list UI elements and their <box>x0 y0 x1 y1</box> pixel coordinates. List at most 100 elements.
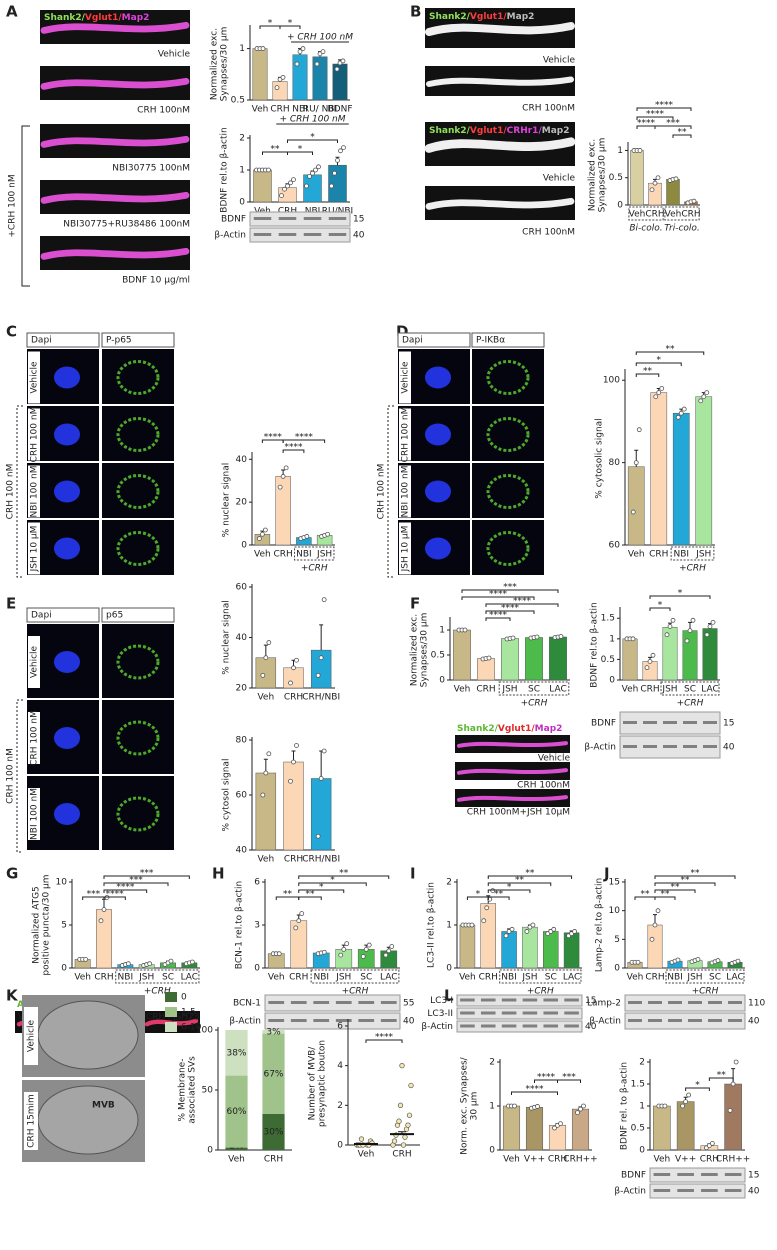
blot-band <box>501 998 517 1002</box>
data-point <box>259 531 265 537</box>
y-axis-label: presynaptic bouton <box>318 1040 328 1127</box>
stain-label: Shank2/Vglut1/Map2 <box>457 724 562 734</box>
annotation: MVB <box>92 1101 115 1111</box>
row-label: NBI 100 nM <box>30 788 40 840</box>
sig-bracket <box>487 889 531 893</box>
data-point <box>633 460 639 466</box>
x-tick-label: CRH/NBI <box>302 693 340 703</box>
row-label-box <box>399 351 411 404</box>
cell-signal <box>116 796 160 832</box>
y-tick-label: 40 <box>236 455 248 465</box>
panel-label: B <box>410 3 421 21</box>
blot-label: β-Actin <box>589 1017 621 1027</box>
row-label: JSH 10 µM <box>30 526 40 573</box>
blot-band <box>328 233 347 236</box>
x-tick-label: CRH++ <box>563 1155 597 1165</box>
bar <box>648 182 662 206</box>
panel-label: G <box>6 865 18 883</box>
data-point <box>366 942 372 948</box>
data-point <box>391 1138 398 1144</box>
panel-label: C <box>6 323 17 341</box>
x-tick-label: CRH <box>640 685 659 695</box>
data-point <box>397 1102 404 1108</box>
data-point <box>405 1122 411 1128</box>
stain-part: Vglut1/ <box>470 12 507 22</box>
x-tick-label: Veh <box>252 105 269 115</box>
blot-band <box>683 721 697 724</box>
sig-label: **** <box>537 1073 556 1083</box>
data-point <box>678 410 684 416</box>
micrograph <box>472 463 544 518</box>
dendrite <box>457 741 568 748</box>
stain-part: Vglut1/ <box>470 126 507 136</box>
blot-band <box>663 721 677 724</box>
bar <box>255 772 277 851</box>
data-point <box>335 157 340 163</box>
data-point <box>704 390 710 395</box>
blot-band <box>728 1001 742 1004</box>
nucleus <box>54 651 80 673</box>
data-point <box>321 748 327 754</box>
bar <box>653 1105 671 1151</box>
stain-part: Map2 <box>542 126 570 136</box>
sig-bracket <box>635 362 682 366</box>
condition-label: Vehicle <box>158 50 191 60</box>
condition-label: Vehicle <box>543 174 576 184</box>
cell-signal <box>116 720 160 756</box>
data-point <box>652 180 658 186</box>
data-point <box>189 959 195 965</box>
y-axis-label: Number of MVB/ <box>308 1046 318 1121</box>
micrograph <box>102 349 174 404</box>
data-point <box>684 638 690 644</box>
data-point <box>710 619 716 625</box>
blot-band <box>724 1189 742 1192</box>
cell-signal <box>116 360 160 395</box>
y-tick-label: 5 <box>61 921 67 931</box>
data-point <box>260 792 266 798</box>
data-point <box>715 958 721 963</box>
data-point <box>294 61 300 67</box>
sig-bracket <box>708 1077 734 1081</box>
y-tick-label: 4 <box>337 1061 343 1071</box>
x-tick-label: NBI <box>118 973 134 983</box>
x-tick-label: CRH <box>681 210 700 220</box>
sig-bracket <box>672 134 692 138</box>
data-point <box>406 1112 413 1118</box>
data-point <box>399 1062 405 1069</box>
data-point <box>294 657 299 663</box>
y-tick-label: 5 <box>614 935 620 945</box>
blot-band <box>648 1001 662 1004</box>
bar <box>453 629 471 681</box>
sig-label: *** <box>87 890 101 900</box>
blot-label: BDNF <box>221 215 246 225</box>
data-point <box>263 770 269 776</box>
x-tick-label: NBI <box>296 550 312 560</box>
bar <box>252 48 268 101</box>
data-point <box>101 907 107 912</box>
data-point <box>125 961 131 967</box>
stain-part: Map2 <box>535 724 563 734</box>
row-label-box <box>28 636 40 688</box>
x-tick-label: CRH <box>479 973 498 983</box>
data-point <box>263 655 269 661</box>
bar <box>283 667 304 689</box>
blot-band <box>380 1001 397 1004</box>
blot-label: β-Actin <box>214 231 246 241</box>
data-point <box>644 665 650 671</box>
data-point <box>512 1103 517 1109</box>
sig-bracket <box>298 889 345 893</box>
data-point <box>291 759 296 765</box>
blot-band <box>480 1024 496 1028</box>
blot-band <box>677 1173 694 1176</box>
x-tick-label: SC <box>684 685 696 695</box>
data-point <box>83 957 89 962</box>
data-point <box>704 632 710 638</box>
data-point <box>260 672 266 678</box>
stain-part: Shank2/ <box>44 13 86 23</box>
stain-label: Shank2/Vglut1/Map2 <box>44 13 149 23</box>
data-point <box>649 936 655 942</box>
bouton <box>37 1000 139 1070</box>
data-point <box>315 833 321 839</box>
data-point <box>318 655 324 661</box>
value-label: 3% <box>266 1027 281 1037</box>
